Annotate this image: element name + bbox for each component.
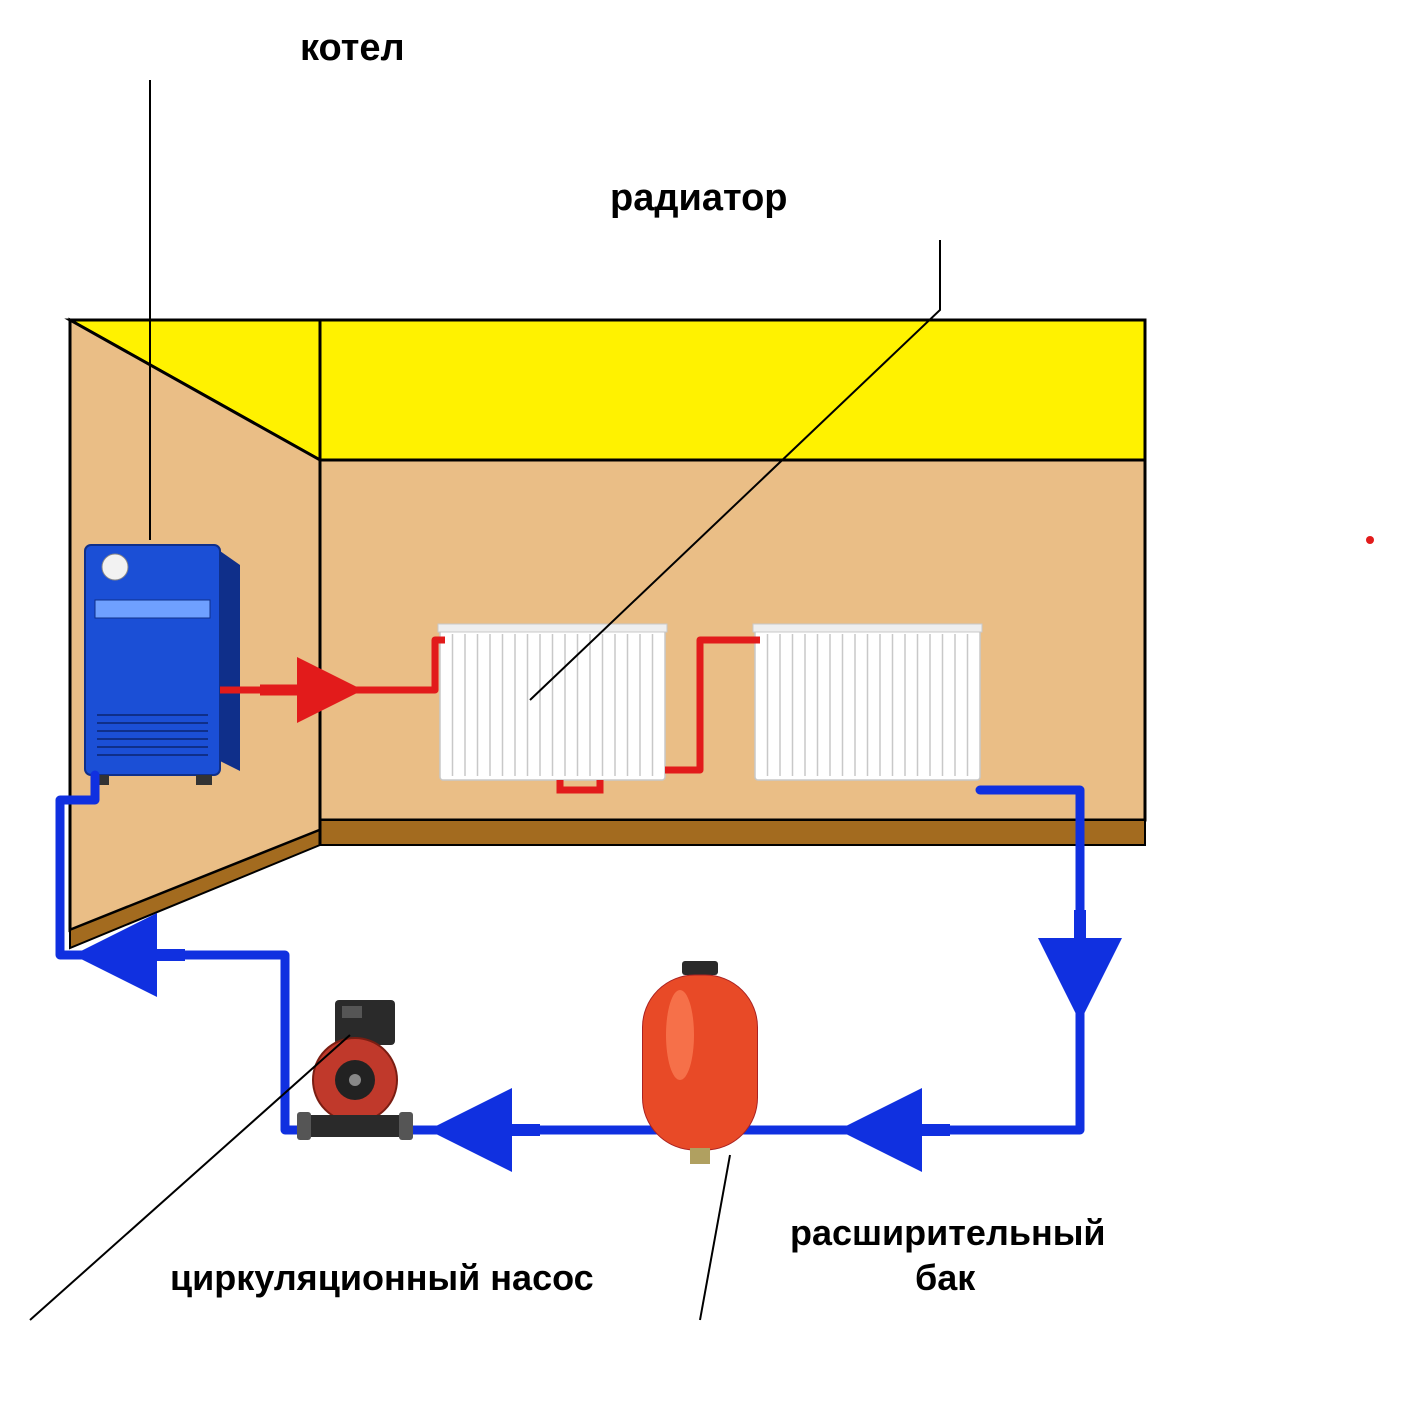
heating-system-diagram: котел радиатор циркуляционный насос расш…	[0, 0, 1417, 1417]
expansion-tank-label: расширительный	[790, 1212, 1106, 1253]
expansion-tank-label-line2: бак	[915, 1257, 976, 1298]
boiler-unit	[85, 545, 240, 785]
pump-label: циркуляционный насос	[170, 1257, 594, 1298]
radiator-1	[438, 624, 667, 780]
stray-dot-icon	[1366, 536, 1374, 544]
boiler-label: котел	[300, 27, 405, 69]
expansion-tank	[643, 961, 758, 1164]
radiator-2	[753, 624, 982, 780]
circulation-pump	[297, 1000, 413, 1140]
radiator-label: радиатор	[610, 177, 788, 219]
